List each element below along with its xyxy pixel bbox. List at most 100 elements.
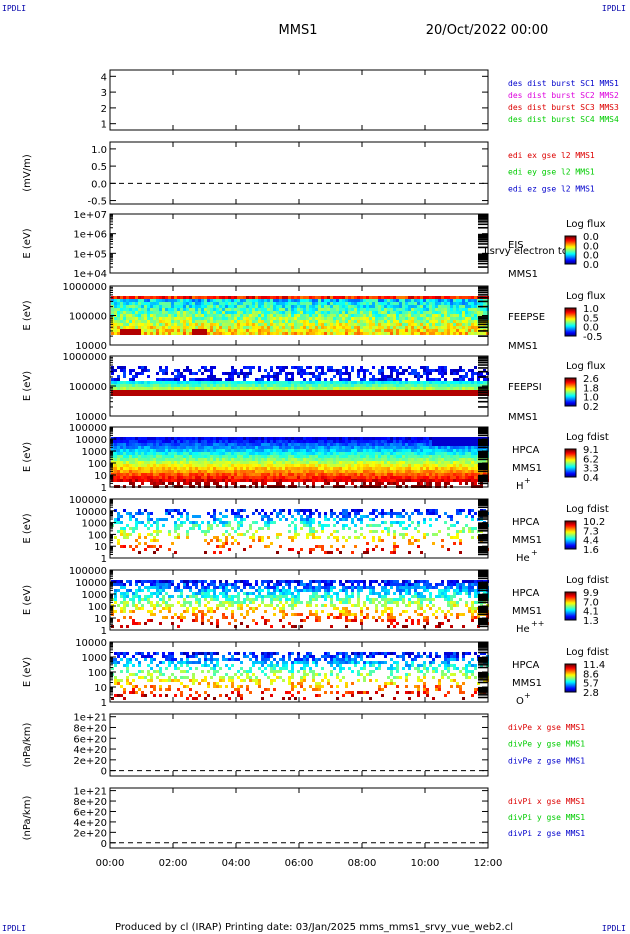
colorbar-tick-label: 1.0 (583, 393, 599, 404)
y-tick-label: 4e+20 (73, 745, 107, 756)
colorbar-tick-label: 1.6 (583, 545, 599, 556)
instrument-label: HPCA (512, 445, 540, 456)
colorbar-tick-label: 7.3 (583, 526, 599, 537)
colorbar-title: Log fdist (566, 647, 609, 658)
y-axis-label: (nPa/km) (22, 796, 33, 841)
y-tick-label: 2e+20 (73, 828, 107, 839)
spacecraft-label: MMS1 (512, 606, 542, 617)
y-tick-label: 0.5 (91, 162, 107, 173)
colorbar-title: Log flux (566, 291, 606, 302)
panel-frame (109, 787, 489, 849)
y-tick-label: 0 (101, 839, 107, 850)
colorbar-tick-label: 1.8 (583, 383, 599, 394)
panel-frame (109, 141, 489, 205)
y-axis-label: E (eV) (22, 300, 33, 330)
y-axis-label: E (eV) (22, 513, 33, 543)
y-tick-label: 1000 (82, 653, 107, 664)
y-tick-label: 100000 (69, 423, 107, 434)
colorbar: Log flux 2.61.81.00.2 (564, 361, 606, 413)
spectrogram (111, 509, 489, 554)
y-tick-label: 1 (101, 120, 107, 131)
spectrogram (111, 580, 489, 628)
y-axis-label: E (eV) (22, 228, 33, 258)
time-tick-label: 10:00 (411, 858, 440, 869)
legend-entry: des dist burst SC3 MMS3 (508, 103, 619, 112)
y-tick-label: 3 (101, 88, 107, 99)
colorbar-tick-label: 0.0 (583, 241, 599, 252)
species-label: He (516, 553, 530, 564)
time-tick-label: 08:00 (348, 858, 377, 869)
y-axis: 1e+04 1e+05 1e+06 1e+07 (73, 210, 488, 280)
colorbar-tick-label: 11.4 (583, 660, 605, 671)
y-tick-label: 1e+21 (73, 787, 107, 798)
legend-entry: divPe y gse MMS1 (508, 740, 585, 749)
colorbar-tick-label: 0.0 (583, 251, 599, 262)
legend-entry: des dist burst SC2 MMS2 (508, 91, 619, 100)
y-tick-label: 1e+07 (73, 210, 107, 221)
colorbar-tick-label: 7.0 (583, 597, 599, 608)
colorbar-tick-label: 6.2 (583, 454, 599, 465)
spacecraft-label: MMS1 (512, 535, 542, 546)
y-tick-label: 1 (101, 626, 107, 637)
time-axis: 00:00 02:00 04:00 06:00 08:00 10:00 12:00 (96, 70, 502, 869)
legend-entry: divPe x gse MMS1 (508, 723, 585, 732)
y-axis: 10000 100000 1000000 (62, 282, 488, 352)
y-tick-label: 1000000 (62, 282, 107, 293)
colorbar-tick-label: 10.2 (583, 517, 605, 528)
corner-label-bottom-right: IPDLI (601, 924, 626, 933)
panel-1: 1 2 3 4 des dist burst SC1 MMS1 des dist burs… (101, 69, 619, 131)
colorbar: Log fdist 9.16.23.30.4 (564, 432, 609, 484)
legend-entry: divPi x gse MMS1 (508, 797, 585, 806)
colorbar-tick-label: 5.7 (583, 679, 599, 690)
spectrogram (111, 366, 489, 396)
y-tick-label: 1e+06 (73, 230, 107, 241)
colorbar-tick-label: 9.1 (583, 445, 599, 456)
y-tick-label: 10 (94, 614, 107, 625)
y-axis: -0.5 0.0 0.5 1.0 (87, 145, 488, 208)
footer-credit: Produced by cl (IRAP) Printing date: 03/… (115, 922, 513, 933)
panel-3: 1e+04 1e+05 1e+06 1e+07 E (eV) EIS MMS1 Lsrvy e… (22, 210, 606, 280)
colorbar-tick-label: 3.3 (583, 464, 599, 475)
y-axis-label: E (eV) (22, 371, 33, 401)
y-tick-label: 8e+20 (73, 797, 107, 808)
spectrogram (111, 296, 489, 335)
y-tick-label: 6e+20 (73, 734, 107, 745)
y-tick-label: 10000 (75, 638, 107, 649)
y-tick-label: 100 (88, 530, 107, 541)
corner-label-bottom-left: IPDLI (2, 924, 27, 933)
y-tick-label: 1e+05 (73, 249, 107, 260)
panel-2: -0.5 0.0 0.5 1.0 (mV/m) edi ex gse l2 MMS1 edi… (22, 141, 595, 208)
y-tick-label: 10000 (75, 435, 107, 446)
corner-label-top-right: IPDLI (601, 4, 626, 13)
legend-entry: edi ey gse l2 MMS1 (508, 168, 595, 177)
y-tick-label: 1e+04 (73, 269, 107, 280)
y-axis-label: E (eV) (22, 585, 33, 615)
colorbar-tick-label: -0.5 (583, 332, 603, 343)
instrument-label: FEEPSE (508, 312, 545, 323)
spectrogram (111, 437, 489, 488)
charge-label: ++ (531, 619, 544, 628)
y-tick-label: 4e+20 (73, 818, 107, 829)
y-tick-label: 0 (101, 767, 107, 778)
y-tick-label: 1.0 (91, 145, 107, 156)
colorbar-tick-label: 4.4 (583, 536, 599, 547)
legend-entry: des dist burst SC1 MMS1 (508, 79, 619, 88)
y-tick-label: 4 (101, 72, 107, 83)
corner-label-top-left: IPDLI (2, 4, 27, 13)
species-label: O (516, 696, 524, 707)
species-label: H (516, 481, 524, 492)
colorbar-title: Log fdist (566, 432, 609, 443)
time-tick-label: 04:00 (222, 858, 251, 869)
y-axis-label: (nPa/km) (22, 723, 33, 768)
colorbar: Log fdist 9.97.04.11.3 (564, 575, 609, 627)
panel-frame (109, 498, 489, 559)
y-tick-label: 8e+20 (73, 723, 107, 734)
y-tick-label: 100 (88, 602, 107, 613)
